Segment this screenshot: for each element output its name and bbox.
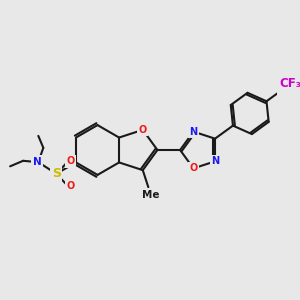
Text: N: N <box>33 157 41 166</box>
Text: O: O <box>139 125 147 135</box>
Text: S: S <box>52 167 61 180</box>
Text: Me: Me <box>142 190 160 200</box>
Text: CF₃: CF₃ <box>280 77 300 90</box>
Text: O: O <box>67 181 75 191</box>
Text: N: N <box>189 127 197 136</box>
Text: N: N <box>211 156 219 166</box>
Text: O: O <box>189 164 198 173</box>
Text: O: O <box>67 156 75 166</box>
